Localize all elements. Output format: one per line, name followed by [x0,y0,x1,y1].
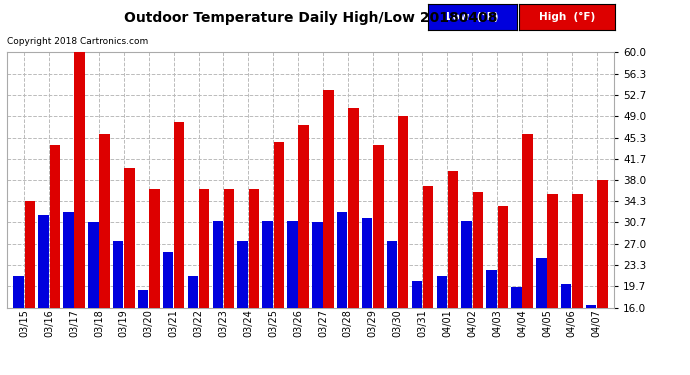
Bar [88,222,99,308]
Text: Outdoor Temperature Daily High/Low 20180408: Outdoor Temperature Daily High/Low 20180… [124,11,497,25]
Bar [174,122,184,308]
Bar [387,241,397,308]
Bar [224,189,234,308]
Bar [113,241,124,308]
Bar [199,189,209,308]
Bar [248,189,259,308]
Bar [124,168,135,308]
Bar [536,258,546,308]
Bar [572,195,582,308]
Bar [597,180,607,308]
Bar [586,304,596,307]
Bar [473,192,483,308]
Bar [423,186,433,308]
Bar [522,134,533,308]
Bar [213,220,223,308]
Bar [188,276,198,308]
Bar [39,215,49,308]
Bar [448,171,458,308]
Bar [324,90,334,308]
Bar [497,206,508,308]
Bar [138,290,148,308]
Bar [462,220,472,308]
Bar [63,212,74,308]
Bar [237,241,248,308]
Text: Low  (°F): Low (°F) [446,12,499,22]
Bar [437,276,447,308]
Text: Copyright 2018 Cartronics.com: Copyright 2018 Cartronics.com [7,38,148,46]
Bar [362,217,373,308]
Bar [50,145,60,308]
Bar [561,284,571,308]
Bar [287,220,297,308]
Bar [163,252,173,308]
Bar [348,108,359,307]
Bar [547,195,558,308]
Bar [25,201,35,308]
Bar [262,220,273,308]
Bar [312,222,322,308]
Bar [337,212,348,308]
Bar [299,125,309,308]
Bar [75,53,85,308]
Bar [486,270,497,308]
Bar [373,145,384,308]
Text: High  (°F): High (°F) [539,12,595,22]
Bar [273,142,284,308]
Bar [14,276,24,308]
Bar [412,281,422,308]
Bar [99,134,110,308]
Bar [511,287,522,308]
Bar [398,116,408,308]
Bar [149,189,159,308]
